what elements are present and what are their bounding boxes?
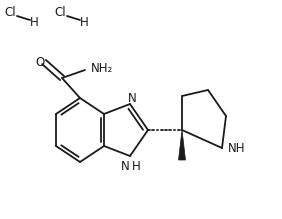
Text: Cl: Cl [54,5,66,18]
Text: Cl: Cl [4,5,16,18]
Polygon shape [179,130,186,160]
Text: H: H [30,16,38,28]
Text: N: N [121,159,129,173]
Text: O: O [35,55,45,69]
Text: N: N [128,92,136,106]
Text: H: H [132,159,140,173]
Text: NH₂: NH₂ [91,62,113,76]
Text: NH: NH [228,143,246,155]
Text: H: H [80,16,88,28]
